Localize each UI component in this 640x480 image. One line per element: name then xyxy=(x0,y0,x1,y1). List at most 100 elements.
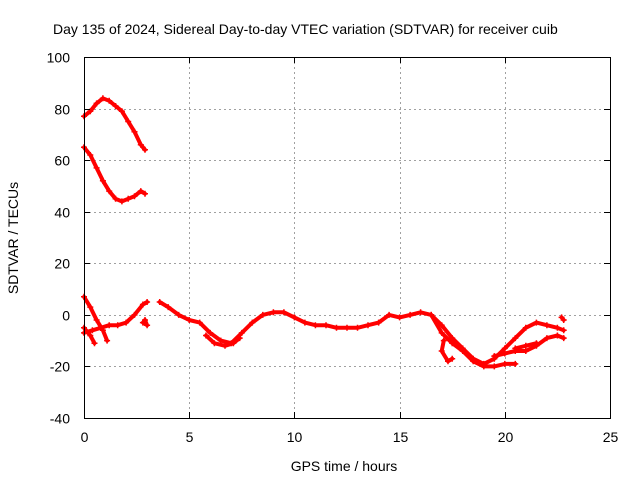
data-point xyxy=(449,335,456,342)
data-point xyxy=(93,164,100,171)
data-point xyxy=(445,358,451,365)
data-point xyxy=(480,363,487,370)
data-point xyxy=(114,322,121,329)
data-point xyxy=(123,319,130,326)
grid-layer xyxy=(84,57,610,418)
data-point xyxy=(125,195,132,202)
x-tick-label: 20 xyxy=(498,429,514,445)
data-point xyxy=(165,304,172,311)
data-point xyxy=(139,319,146,326)
data-point xyxy=(131,311,138,318)
data-point xyxy=(522,342,529,349)
data-point xyxy=(438,322,445,329)
y-tick-label: 0 xyxy=(62,308,70,324)
data-point xyxy=(354,324,361,331)
data-point xyxy=(512,335,519,342)
chart-title: Day 135 of 2024, Sidereal Day-to-day VTE… xyxy=(53,21,558,37)
plot-frame xyxy=(84,57,611,419)
data-point xyxy=(301,319,308,326)
data-point xyxy=(522,324,529,331)
data-point xyxy=(230,340,237,347)
x-tick-label: 10 xyxy=(287,429,303,445)
data-point xyxy=(131,193,138,200)
data-point xyxy=(144,322,151,329)
data-point xyxy=(186,317,193,323)
data-point xyxy=(428,311,435,318)
data-point xyxy=(438,348,445,354)
series-late-short xyxy=(512,340,540,352)
series-upper-arc-a xyxy=(81,95,148,153)
data-point xyxy=(131,128,138,135)
data-point xyxy=(142,190,148,197)
data-point xyxy=(386,311,393,318)
data-point xyxy=(560,335,567,342)
data-point xyxy=(560,327,567,334)
data-point xyxy=(217,337,224,344)
data-point xyxy=(93,100,100,107)
data-point xyxy=(560,317,567,323)
data-point xyxy=(207,329,214,336)
data-point xyxy=(470,358,477,365)
data-point xyxy=(440,337,447,344)
data-point xyxy=(533,319,540,326)
x-tick-label: 15 xyxy=(393,429,409,445)
y-tick-label: 60 xyxy=(54,153,70,169)
data-point xyxy=(491,363,498,370)
data-point xyxy=(106,97,113,104)
data-point xyxy=(365,322,371,329)
y-tick-label: -20 xyxy=(50,359,70,375)
data-point xyxy=(333,324,340,331)
data-point xyxy=(87,152,94,158)
data-point xyxy=(89,327,96,334)
data-point xyxy=(501,350,508,357)
data-point xyxy=(175,311,182,318)
data-point xyxy=(222,342,228,349)
data-point xyxy=(203,332,209,339)
data-point xyxy=(312,322,319,329)
y-tick-label: 80 xyxy=(54,102,70,118)
data-point xyxy=(144,299,151,305)
data-point xyxy=(344,324,350,331)
x-tick-label: 5 xyxy=(186,429,194,445)
series-late-lower xyxy=(428,311,519,370)
data-point xyxy=(323,322,329,329)
data-point xyxy=(543,335,550,342)
data-point xyxy=(142,146,148,153)
y-tick-label: -40 xyxy=(50,411,70,427)
series-early-b xyxy=(81,299,151,336)
y-axis-title: SDTVAR / TECUs xyxy=(5,182,21,294)
data-point xyxy=(106,322,113,329)
data-point xyxy=(407,311,414,318)
data-point xyxy=(97,324,104,331)
data-point xyxy=(554,324,561,331)
data-point xyxy=(512,360,519,367)
y-tick-label: 20 xyxy=(54,256,70,272)
data-point xyxy=(137,141,144,148)
data-point xyxy=(459,348,466,354)
data-point xyxy=(106,188,113,195)
series-late-spike xyxy=(438,337,456,365)
data-point xyxy=(87,108,94,115)
data-point xyxy=(93,317,100,323)
data-point xyxy=(118,108,125,115)
tick-layer: 0 5 10 15 20 25 -40 -20 0 20 40 60 80 100 xyxy=(47,50,619,446)
series-early-d xyxy=(139,317,151,329)
data-point xyxy=(137,188,144,195)
data-point xyxy=(543,322,550,329)
data-point xyxy=(196,319,203,326)
data-point xyxy=(125,118,132,125)
data-point xyxy=(449,355,456,362)
data-point xyxy=(99,177,106,184)
data-point xyxy=(522,348,529,354)
data-point xyxy=(91,340,98,347)
data-point xyxy=(87,304,94,311)
data-point xyxy=(375,319,382,326)
data-point xyxy=(491,353,498,360)
x-axis-title: GPS time / hours xyxy=(291,458,398,474)
data-point xyxy=(438,329,445,336)
data-point xyxy=(112,195,119,202)
y-tick-label: 40 xyxy=(54,205,70,221)
data-point xyxy=(236,335,243,342)
